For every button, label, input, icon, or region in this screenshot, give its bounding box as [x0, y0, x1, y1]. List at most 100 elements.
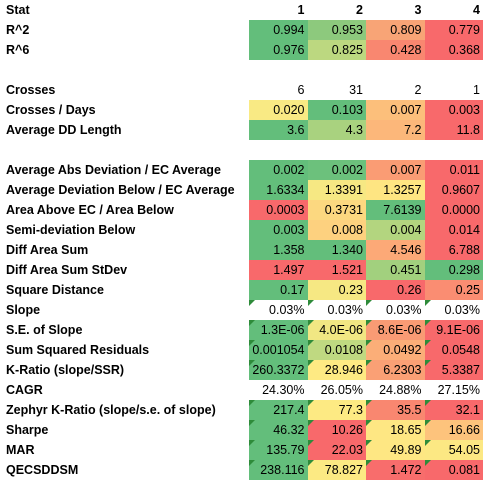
cell-k_ratio-2[interactable]: 28.946 — [307, 360, 366, 380]
row-label-crosses_days[interactable]: Crosses / Days — [6, 103, 96, 117]
cell-slope-3[interactable]: 0.03% — [366, 300, 425, 320]
cell-avg_dev_below-4[interactable]: 0.9607 — [424, 180, 483, 200]
row-label-k_ratio[interactable]: K-Ratio (slope/SSR) — [6, 363, 125, 377]
row-label-r6[interactable]: R^6 — [6, 43, 30, 57]
cell-avg_dd_len-1[interactable]: 3.6 — [249, 120, 308, 140]
cell-ssr-2[interactable]: 0.0108 — [307, 340, 366, 360]
cell-r6-2[interactable]: 0.825 — [307, 40, 366, 60]
cell-diff_area-3[interactable]: 4.546 — [366, 240, 425, 260]
cell-ssr-1[interactable]: 0.001054 — [249, 340, 308, 360]
cell-se_slope-2[interactable]: 4.0E-06 — [307, 320, 366, 340]
cell-zephyr-4[interactable]: 32.1 — [424, 400, 483, 420]
row-label-diff_area_sd[interactable]: Diff Area Sum StDev — [6, 263, 128, 277]
cell-avg_abs_dev-4[interactable]: 0.011 — [424, 160, 483, 180]
cell-blank1-4[interactable] — [425, 60, 483, 80]
cell-k_ratio-3[interactable]: 6.2303 — [366, 360, 425, 380]
cell-blank1-2[interactable] — [308, 60, 367, 80]
cell-se_slope-1[interactable]: 1.3E-06 — [249, 320, 308, 340]
cell-crosses-2[interactable]: 31 — [349, 83, 363, 97]
cell-blank2-3[interactable] — [366, 140, 425, 160]
cell-avg_dd_len-3[interactable]: 7.2 — [366, 120, 425, 140]
cell-sq_dist-3[interactable]: 0.26 — [366, 280, 425, 300]
cell-sharpe-3[interactable]: 18.65 — [366, 420, 425, 440]
cell-qecsddsm-4[interactable]: 0.081 — [424, 460, 483, 480]
cell-ssr-3[interactable]: 0.0492 — [366, 340, 425, 360]
row-label-slope[interactable]: Slope — [6, 303, 41, 317]
cell-blank2-2[interactable] — [308, 140, 367, 160]
cell-diff_area_sd-4[interactable]: 0.298 — [424, 260, 483, 280]
cell-k_ratio-4[interactable]: 5.3387 — [424, 360, 483, 380]
cell-diff_area-2[interactable]: 1.340 — [307, 240, 366, 260]
row-label-zephyr[interactable]: Zephyr K-Ratio (slope/s.e. of slope) — [6, 403, 216, 417]
cell-sq_dist-2[interactable]: 0.23 — [307, 280, 366, 300]
cell-cagr-1[interactable]: 24.30% — [262, 383, 305, 397]
cell-avg_abs_dev-2[interactable]: 0.002 — [307, 160, 366, 180]
cell-qecsddsm-2[interactable]: 78.827 — [307, 460, 366, 480]
cell-se_slope-3[interactable]: 8.6E-06 — [366, 320, 425, 340]
cell-crosses_days-4[interactable]: 0.003 — [424, 100, 483, 120]
row-label-se_slope[interactable]: S.E. of Slope — [6, 323, 83, 337]
cell-r2-1[interactable]: 0.994 — [249, 20, 308, 40]
cell-cagr-2[interactable]: 26.05% — [320, 383, 363, 397]
cell-avg_dev_below-2[interactable]: 1.3391 — [307, 180, 366, 200]
row-label-avg_abs_dev[interactable]: Average Abs Deviation / EC Average — [6, 163, 221, 177]
cell-r6-3[interactable]: 0.428 — [366, 40, 425, 60]
row-label-ssr[interactable]: Sum Squared Residuals — [6, 343, 150, 357]
row-label-mar[interactable]: MAR — [6, 443, 35, 457]
cell-r6-1[interactable]: 0.976 — [249, 40, 308, 60]
cell-crosses_days-2[interactable]: 0.103 — [307, 100, 366, 120]
cell-sq_dist-1[interactable]: 0.17 — [249, 280, 308, 300]
cell-blank2-4[interactable] — [425, 140, 483, 160]
cell-r2-2[interactable]: 0.953 — [307, 20, 366, 40]
cell-semi_dev-1[interactable]: 0.003 — [249, 220, 308, 240]
cell-crosses-4[interactable]: 1 — [473, 83, 480, 97]
cell-crosses-3[interactable]: 2 — [414, 83, 422, 97]
cell-r6-4[interactable]: 0.368 — [424, 40, 483, 60]
header-col-1[interactable]: 1 — [297, 3, 305, 17]
row-label-sq_dist[interactable]: Square Distance — [6, 283, 104, 297]
cell-mar-2[interactable]: 22.03 — [307, 440, 366, 460]
row-label-avg_dev_below[interactable]: Average Deviation Below / EC Average — [6, 183, 235, 197]
cell-diff_area_sd-3[interactable]: 0.451 — [366, 260, 425, 280]
row-label-cagr[interactable]: CAGR — [6, 383, 43, 397]
cell-area_ratio-4[interactable]: 0.0000 — [424, 200, 483, 220]
row-label-blank1[interactable] — [0, 60, 249, 80]
cell-diff_area_sd-1[interactable]: 1.497 — [249, 260, 308, 280]
cell-slope-4[interactable]: 0.03% — [424, 300, 483, 320]
cell-zephyr-2[interactable]: 77.3 — [307, 400, 366, 420]
cell-mar-4[interactable]: 54.05 — [424, 440, 483, 460]
cell-slope-2[interactable]: 0.03% — [307, 300, 367, 320]
cell-r2-3[interactable]: 0.809 — [366, 20, 425, 40]
cell-sharpe-1[interactable]: 46.32 — [249, 420, 308, 440]
row-label-diff_area[interactable]: Diff Area Sum — [6, 243, 89, 257]
cell-sq_dist-4[interactable]: 0.25 — [424, 280, 483, 300]
cell-se_slope-4[interactable]: 9.1E-06 — [424, 320, 483, 340]
cell-blank2-1[interactable] — [249, 140, 308, 160]
row-label-crosses[interactable]: Crosses — [6, 83, 56, 97]
cell-avg_abs_dev-3[interactable]: 0.007 — [366, 160, 425, 180]
cell-avg_dd_len-2[interactable]: 4.3 — [307, 120, 366, 140]
cell-diff_area_sd-2[interactable]: 1.521 — [307, 260, 366, 280]
row-label-semi_dev[interactable]: Semi-deviation Below — [6, 223, 136, 237]
cell-crosses-1[interactable]: 6 — [297, 83, 305, 97]
cell-zephyr-3[interactable]: 35.5 — [366, 400, 425, 420]
cell-area_ratio-2[interactable]: 0.3731 — [307, 200, 366, 220]
header-stat-label[interactable]: Stat — [6, 3, 30, 17]
cell-crosses_days-3[interactable]: 0.007 — [366, 100, 425, 120]
header-col-3[interactable]: 3 — [414, 3, 422, 17]
cell-avg_abs_dev-1[interactable]: 0.002 — [249, 160, 308, 180]
cell-area_ratio-1[interactable]: 0.0003 — [249, 200, 308, 220]
cell-semi_dev-4[interactable]: 0.014 — [424, 220, 483, 240]
cell-blank1-3[interactable] — [366, 60, 425, 80]
cell-cagr-4[interactable]: 27.15% — [437, 383, 480, 397]
header-col-2[interactable]: 2 — [356, 3, 363, 17]
row-label-r2[interactable]: R^2 — [6, 23, 30, 37]
cell-semi_dev-2[interactable]: 0.008 — [307, 220, 366, 240]
cell-blank1-1[interactable] — [249, 60, 308, 80]
cell-ssr-4[interactable]: 0.0548 — [424, 340, 483, 360]
header-col-4[interactable]: 4 — [473, 3, 480, 17]
cell-r2-4[interactable]: 0.779 — [424, 20, 483, 40]
cell-avg_dd_len-4[interactable]: 11.8 — [424, 120, 483, 140]
cell-crosses_days-1[interactable]: 0.020 — [249, 100, 308, 120]
cell-k_ratio-1[interactable]: 260.3372 — [249, 360, 308, 380]
